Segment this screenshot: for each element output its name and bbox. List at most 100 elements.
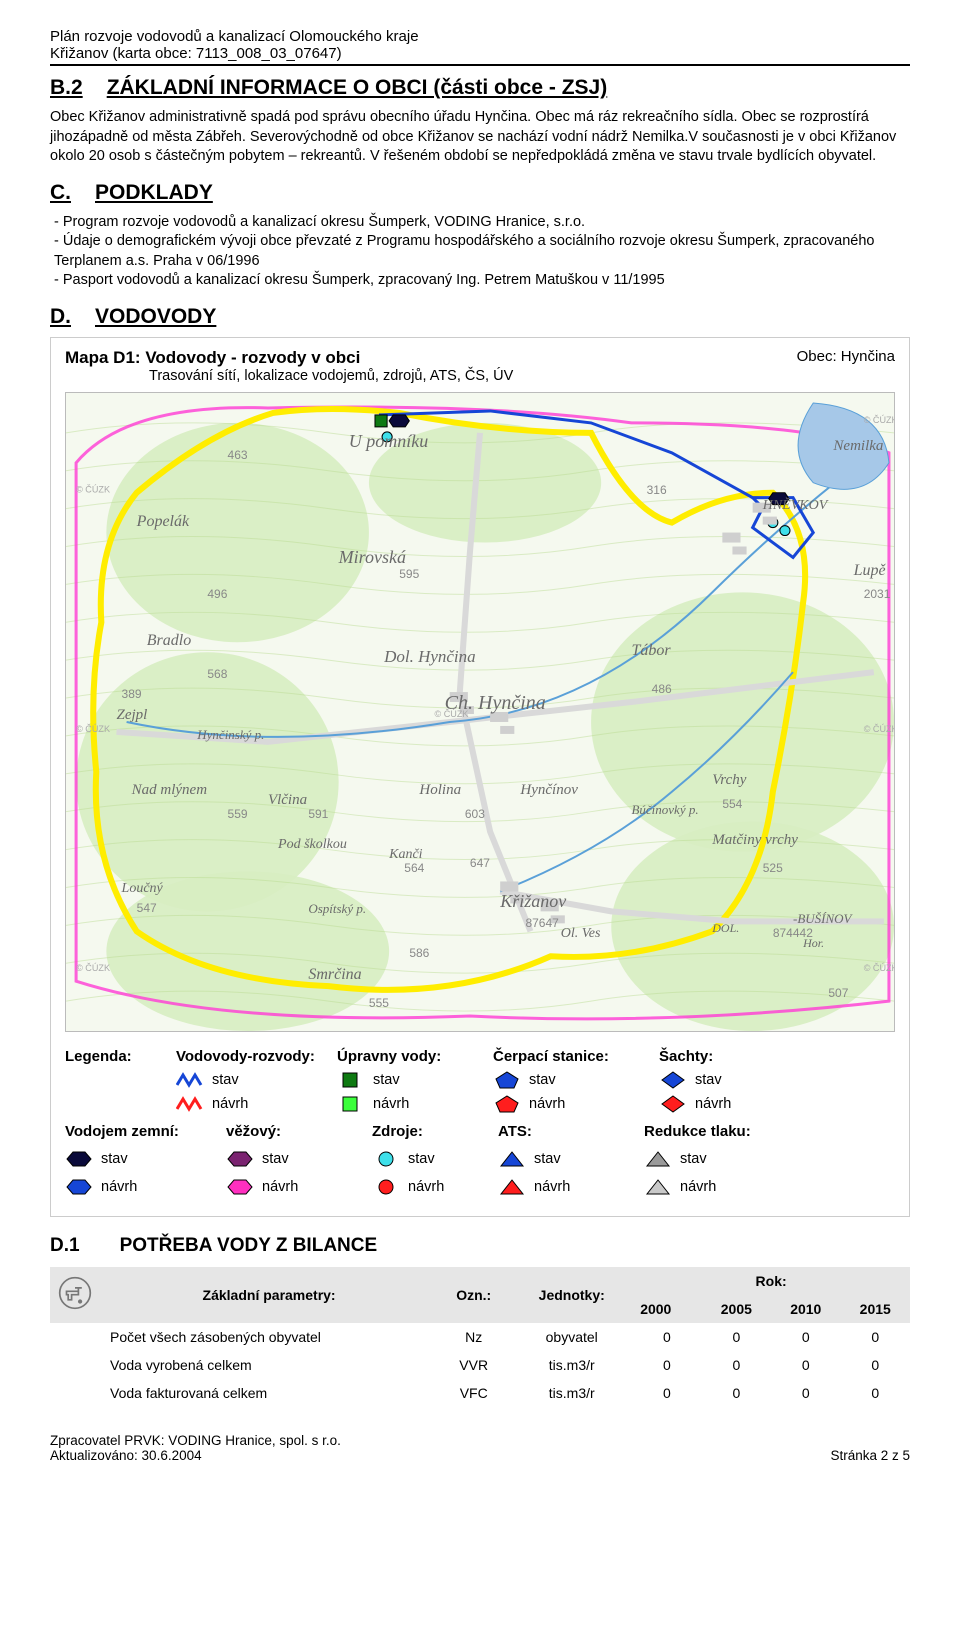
map-label: Pod školkou <box>278 837 347 853</box>
th-year: 2010 <box>771 1295 840 1323</box>
map-label: Nemilka <box>833 438 883 455</box>
map-elevation: 586 <box>409 946 429 960</box>
legend-text: návrh <box>262 1179 298 1195</box>
table-row: Počet všech zásobených obyvatelNzobyvate… <box>50 1323 910 1351</box>
legend-g4: Šachty: <box>659 1048 789 1065</box>
d1-title: POTŘEBA VODY Z BILANCE <box>120 1235 378 1257</box>
legend-text: návrh <box>408 1179 444 1195</box>
map-label: Dol. Hynčina <box>384 647 476 667</box>
c-item: - Údaje o demografickém vývoji obce přev… <box>54 232 910 271</box>
th-units: Jednotky: <box>511 1267 632 1323</box>
legend-text: návrh <box>680 1179 716 1195</box>
map-subtitle: Trasování sítí, lokalizace vodojemů, zdr… <box>149 368 513 384</box>
legend-item: návrh <box>176 1095 331 1113</box>
map-elevation: 507 <box>828 986 848 1000</box>
legend-text: stav <box>212 1072 239 1088</box>
section-c-title: C. PODKLADY <box>50 181 910 205</box>
map-label: Hynčinský p. <box>197 727 264 743</box>
th-year: 2000 <box>632 1295 701 1323</box>
map-label: Bradlo <box>147 632 191 650</box>
legend-g3: Čerpací stanice: <box>493 1048 653 1065</box>
svg-text:© ČÚZK: © ČÚZK <box>76 724 110 734</box>
c-item: - Program rozvoje vodovodů a kanalizací … <box>54 213 910 233</box>
table-row: Voda fakturovaná celkemVFCtis.m3/r0000 <box>50 1379 910 1407</box>
map-elevation: 316 <box>647 483 667 497</box>
map-label: Loučný <box>122 881 163 897</box>
map-label: DOL. <box>712 921 739 936</box>
c-list: - Program rozvoje vodovodů a kanalizací … <box>50 213 910 291</box>
map-elevation: 647 <box>470 856 490 870</box>
svg-text:© ČÚZK: © ČÚZK <box>864 415 894 425</box>
map-title-text: Vodovody - rozvody v obci <box>145 348 360 367</box>
legend-text: stav <box>534 1151 561 1167</box>
page-header: Plán rozvoje vodovodů a kanalizací Olomo… <box>50 28 910 66</box>
map-label: Ch. Hynčina <box>445 692 546 715</box>
map-label: Matčiny vrchy <box>712 832 798 849</box>
legend-item: návrh <box>337 1095 487 1113</box>
header-line1: Plán rozvoje vodovodů a kanalizací Olomo… <box>50 28 910 45</box>
legend-item: návrh <box>498 1178 638 1196</box>
legend-item: návrh <box>226 1178 366 1196</box>
legend-text: stav <box>680 1151 707 1167</box>
th-year: 2005 <box>702 1295 771 1323</box>
map-elevation: 874442 <box>773 926 813 940</box>
legend-g8: ATS: <box>498 1123 638 1140</box>
legend-item: stav <box>226 1150 366 1168</box>
page-footer: Zpracovatel PRVK: VODING Hranice, spol. … <box>50 1433 910 1463</box>
map-label: -BUŠÍNOV <box>793 911 852 927</box>
b2-text: Obec Křižanov administrativně spadá pod … <box>50 108 910 167</box>
map-elevation: 87647 <box>525 916 558 930</box>
map-elevation: 564 <box>404 861 424 875</box>
legend-item: návrh <box>372 1178 492 1196</box>
map-label: Křižanov <box>500 891 566 912</box>
map-elevation: 555 <box>369 996 389 1010</box>
legend-item: návrh <box>644 1178 784 1196</box>
map-title: Mapa D1: Vodovody - rozvody v obci <box>65 348 513 368</box>
c-code: C. <box>50 181 71 205</box>
th-params: Základní parametry: <box>102 1267 436 1323</box>
legend-g7: Zdroje: <box>372 1123 492 1140</box>
svg-text:© ČÚZK: © ČÚZK <box>76 963 110 973</box>
d-title: VODOVODY <box>95 305 216 329</box>
legend-item: stav <box>659 1071 789 1089</box>
th-year: 2015 <box>841 1295 911 1323</box>
svg-text:© ČÚZK: © ČÚZK <box>76 485 110 495</box>
legend-text: stav <box>408 1151 435 1167</box>
footer-left1: Zpracovatel PRVK: VODING Hranice, spol. … <box>50 1433 341 1448</box>
b2-title: ZÁKLADNÍ INFORMACE O OBCI (části obce - … <box>107 76 608 100</box>
map-label: Ol. Ves <box>561 926 601 942</box>
map-label: Vlčina <box>268 792 307 809</box>
d1-code: D.1 <box>50 1235 80 1257</box>
map-label: Popelák <box>137 513 189 531</box>
th-ozn: Ozn.: <box>436 1267 511 1323</box>
map-elevation: 568 <box>207 667 227 681</box>
map-elevation: 559 <box>228 807 248 821</box>
legend-g5: Vodojem zemní: <box>65 1123 220 1140</box>
c-item: - Pasport vodovodů a kanalizací okresu Š… <box>54 271 910 291</box>
map-label: Zejpl <box>116 707 147 724</box>
legend-item: stav <box>498 1150 638 1168</box>
map-label: Nad mlýnem <box>132 782 207 799</box>
map-elevation: 595 <box>399 567 419 581</box>
legend-item: stav <box>372 1150 492 1168</box>
svg-text:© ČÚZK: © ČÚZK <box>864 963 894 973</box>
b2-code: B.2 <box>50 76 83 100</box>
legend-item: stav <box>644 1150 784 1168</box>
legend-item: stav <box>493 1071 653 1089</box>
d-code: D. <box>50 305 71 329</box>
map-prefix: Mapa D1: <box>65 348 141 367</box>
map-label: U pomníku <box>349 431 429 452</box>
map-label: Búčínovký p. <box>631 802 698 818</box>
legend-text: návrh <box>534 1179 570 1195</box>
map-label: Smrčina <box>308 966 361 984</box>
table-row: Voda vyrobená celkemVVRtis.m3/r0000 <box>50 1351 910 1379</box>
map-image: © ČÚZK© ČÚZK© ČÚZK© ČÚZK© ČÚZK© ČÚZK© ČÚ… <box>65 392 895 1032</box>
legend-text: návrh <box>529 1096 565 1112</box>
map-label: Vrchy <box>712 772 746 789</box>
legend-g1: Vodovody-rozvody: <box>176 1048 331 1065</box>
section-b2-title: B.2 ZÁKLADNÍ INFORMACE O OBCI (části obc… <box>50 76 910 100</box>
map-elevation: 486 <box>652 682 672 696</box>
faucet-icon <box>50 1267 102 1323</box>
legend: Legenda: Vodovody-rozvody: Úpravny vody:… <box>65 1048 895 1196</box>
map-block: Mapa D1: Vodovody - rozvody v obci Traso… <box>50 337 910 1217</box>
